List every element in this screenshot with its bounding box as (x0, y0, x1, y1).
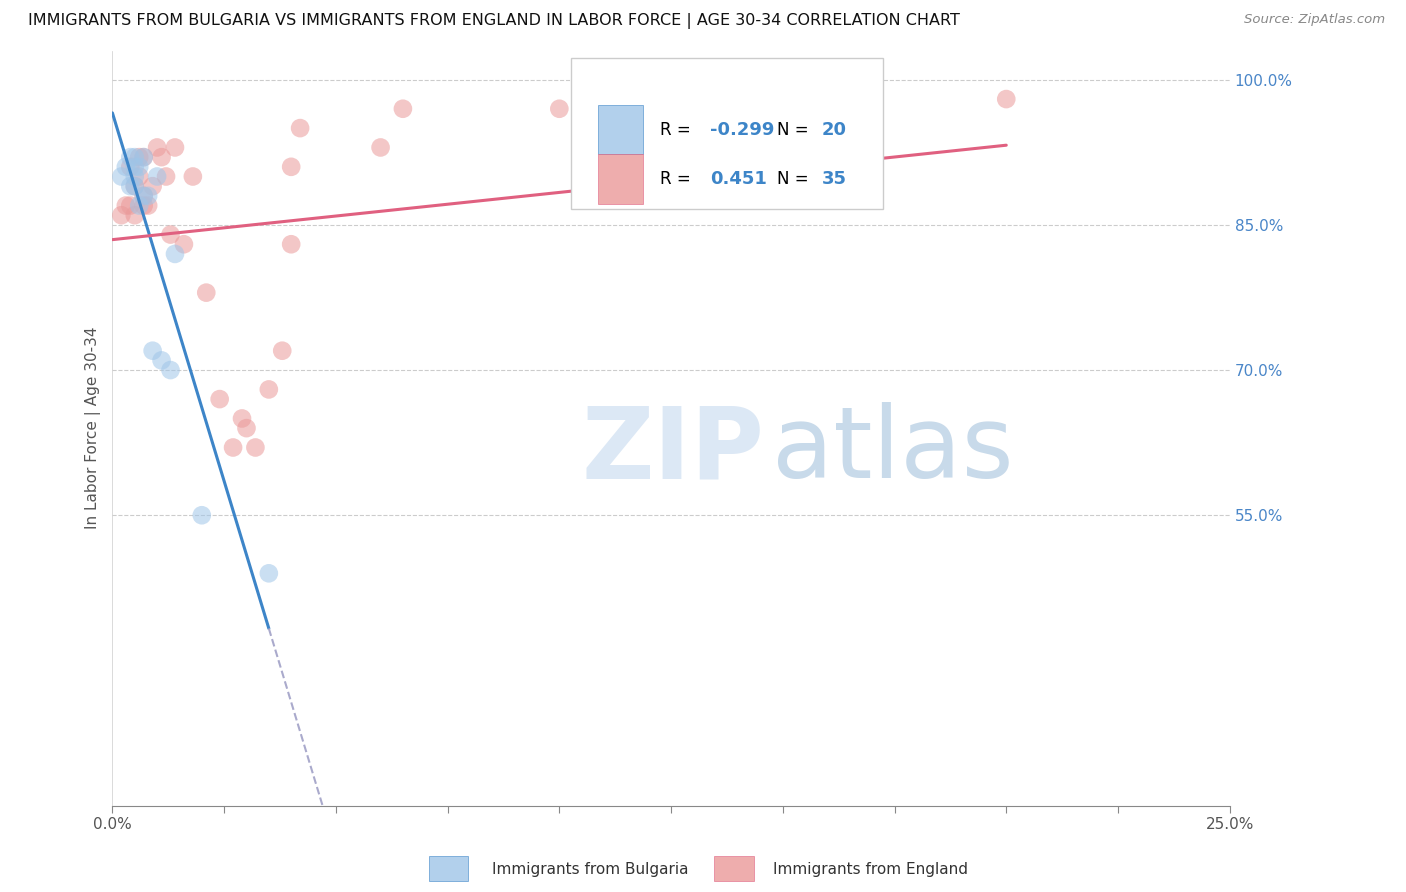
Point (370, 140, 392, 154)
Text: 20: 20 (823, 121, 846, 139)
Text: atlas: atlas (772, 402, 1014, 500)
Point (124, 169, 146, 184)
Point (128, 198, 150, 212)
Point (132, 150, 155, 164)
Text: N =: N = (778, 170, 814, 188)
Text: ZIP: ZIP (582, 402, 765, 500)
Point (124, 179, 146, 194)
Point (280, 160, 302, 174)
Text: N =: N = (778, 121, 814, 139)
Point (995, 92, 1018, 106)
Point (124, 208, 146, 222)
Point (114, 198, 136, 212)
Y-axis label: In Labor Force | Age 30-34: In Labor Force | Age 30-34 (86, 326, 101, 529)
Point (114, 160, 136, 174)
Point (132, 189, 155, 203)
Point (159, 363, 181, 377)
Point (132, 198, 155, 212)
Point (195, 285, 218, 300)
Point (245, 441, 267, 455)
Text: Immigrants from Bulgaria: Immigrants from Bulgaria (492, 863, 689, 877)
Point (110, 169, 132, 184)
Point (208, 392, 231, 406)
Point (181, 169, 204, 184)
FancyBboxPatch shape (571, 58, 883, 210)
Point (124, 179, 146, 194)
Text: R =: R = (659, 121, 696, 139)
Bar (599, 154, 643, 203)
Point (120, 198, 142, 212)
Point (146, 140, 169, 154)
Point (128, 169, 150, 184)
Point (159, 227, 181, 242)
Text: IMMIGRANTS FROM BULGARIA VS IMMIGRANTS FROM ENGLAND IN LABOR FORCE | AGE 30-34 C: IMMIGRANTS FROM BULGARIA VS IMMIGRANTS F… (28, 13, 960, 29)
Point (120, 179, 142, 194)
Point (136, 198, 159, 212)
Point (110, 208, 132, 222)
Point (124, 150, 146, 164)
Text: R =: R = (659, 170, 696, 188)
Point (288, 121, 311, 136)
Point (150, 353, 173, 368)
Point (163, 247, 186, 261)
Point (142, 343, 165, 358)
Text: Immigrants from England: Immigrants from England (773, 863, 969, 877)
Point (150, 150, 173, 164)
Point (128, 150, 150, 164)
Point (173, 237, 195, 252)
Point (548, 102, 571, 116)
Point (257, 383, 280, 397)
Text: 35: 35 (823, 170, 846, 188)
Point (163, 140, 186, 154)
Point (124, 160, 146, 174)
Text: 0.451: 0.451 (710, 170, 768, 188)
Point (231, 411, 253, 425)
Point (132, 150, 155, 164)
Point (142, 179, 165, 194)
Text: -0.299: -0.299 (710, 121, 775, 139)
Point (120, 150, 142, 164)
Bar (599, 105, 643, 154)
Point (257, 566, 280, 581)
Point (132, 189, 155, 203)
Point (280, 237, 302, 252)
Point (222, 441, 245, 455)
Point (235, 421, 257, 435)
Point (128, 160, 150, 174)
Point (191, 508, 214, 523)
Point (392, 102, 415, 116)
Point (120, 160, 142, 174)
Point (136, 189, 159, 203)
Point (146, 169, 169, 184)
Point (271, 343, 294, 358)
Text: Source: ZipAtlas.com: Source: ZipAtlas.com (1244, 13, 1385, 27)
Point (155, 169, 177, 184)
